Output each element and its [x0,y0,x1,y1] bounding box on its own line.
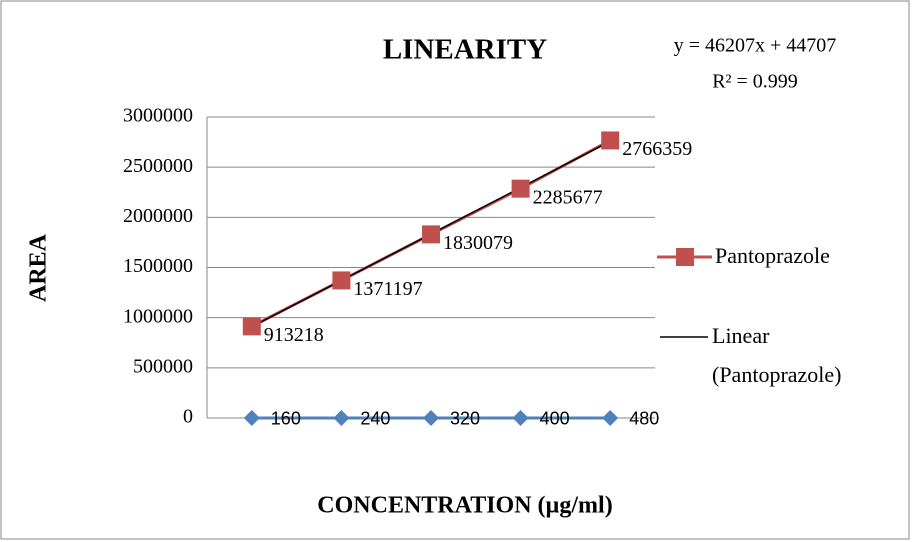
marker [602,409,619,426]
marker [242,317,261,336]
data-label: 913218 [264,324,324,346]
legend-marker [676,248,694,266]
chart-title: LINEARITY [383,34,547,66]
data-label: 2285677 [533,186,603,208]
data-label: 1371197 [353,278,422,300]
y-tick-label: 2500000 [123,155,193,177]
data-label: 240 [360,409,390,429]
marker [601,131,620,150]
legend-label: Linear (Pantoprazole) [712,323,842,387]
y-tick-label: 1000000 [123,305,193,327]
marker [333,409,350,426]
y-axis-title: AREA [26,233,52,302]
data-label: 320 [450,409,480,429]
data-label: 2766359 [622,138,692,160]
data-label: 160 [271,409,301,429]
x-axis-title: CONCENTRATION (µg/ml) [317,493,612,519]
y-tick-label: 500000 [133,355,193,377]
data-label: 1830079 [443,232,513,254]
marker [332,271,351,290]
marker [511,179,530,198]
y-tick-label: 1500000 [123,255,193,277]
trend-equation: y = 46207x + 44707 [674,35,837,57]
y-tick-label: 2000000 [123,205,193,227]
data-label: 400 [540,409,570,429]
marker [512,409,529,426]
legend-label: Pantoprazole [715,243,830,268]
marker [423,409,439,426]
marker [243,409,260,426]
y-tick-label: 0 [183,406,193,428]
y-tick-label: 3000000 [123,105,193,127]
marker [422,225,440,244]
data-label: 480 [629,409,659,429]
trend-r-squared: R² = 0.999 [712,71,798,93]
